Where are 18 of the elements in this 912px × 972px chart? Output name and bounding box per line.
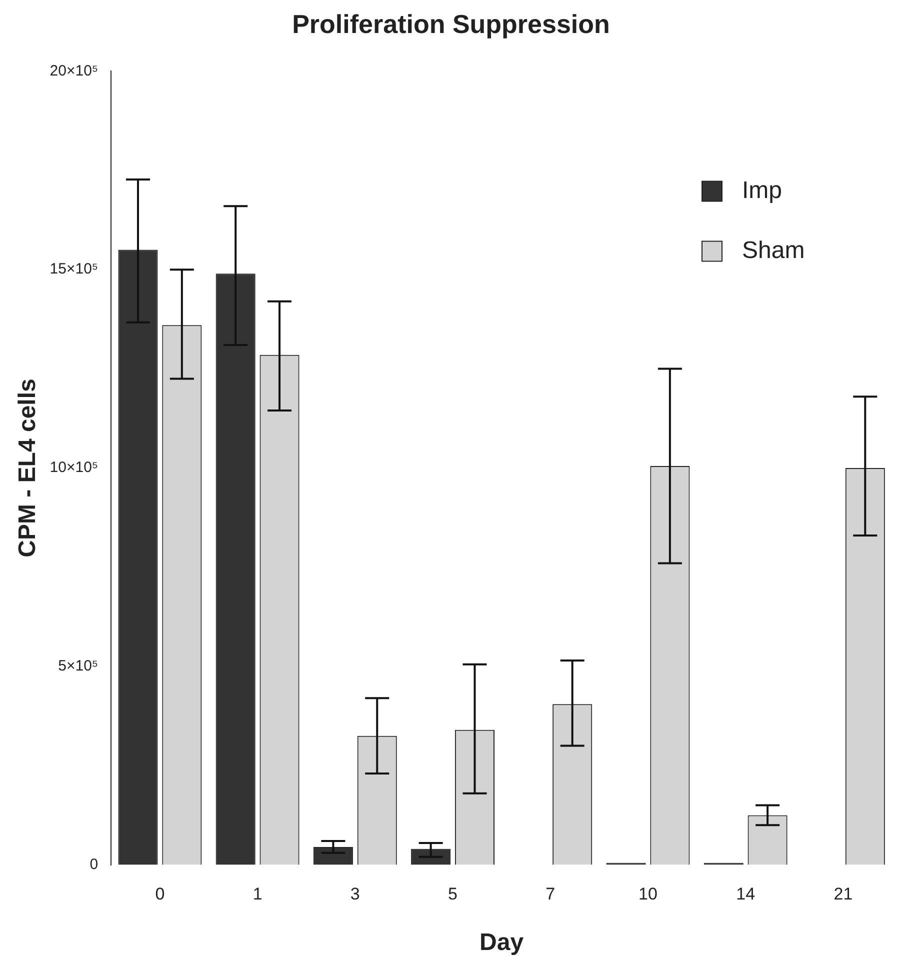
legend-label: Imp <box>742 176 782 204</box>
y-tick-label: 15×10⁵ <box>50 260 98 278</box>
y-tick-label: 0 <box>90 856 98 873</box>
x-tick-label: 7 <box>546 884 556 904</box>
x-tick-label: 10 <box>638 884 658 904</box>
y-tick-label: 5×10⁵ <box>58 658 98 675</box>
x-axis-title: Day <box>480 929 524 956</box>
chart-title: Proliferation Suppression <box>292 8 610 39</box>
y-axis-title: CPM - EL4 cells <box>14 378 42 558</box>
x-tick-label: 14 <box>736 884 756 904</box>
y-tick-label: 20×10⁵ <box>50 62 98 80</box>
legend-label: Sham <box>742 236 805 264</box>
x-tick-label: 3 <box>350 884 360 904</box>
x-tick-label: 1 <box>252 884 262 904</box>
x-tick-label: 21 <box>834 884 853 904</box>
x-tick-label: 0 <box>155 884 165 904</box>
x-tick-label: 5 <box>448 884 458 904</box>
y-tick-label: 10×10⁵ <box>50 459 98 476</box>
